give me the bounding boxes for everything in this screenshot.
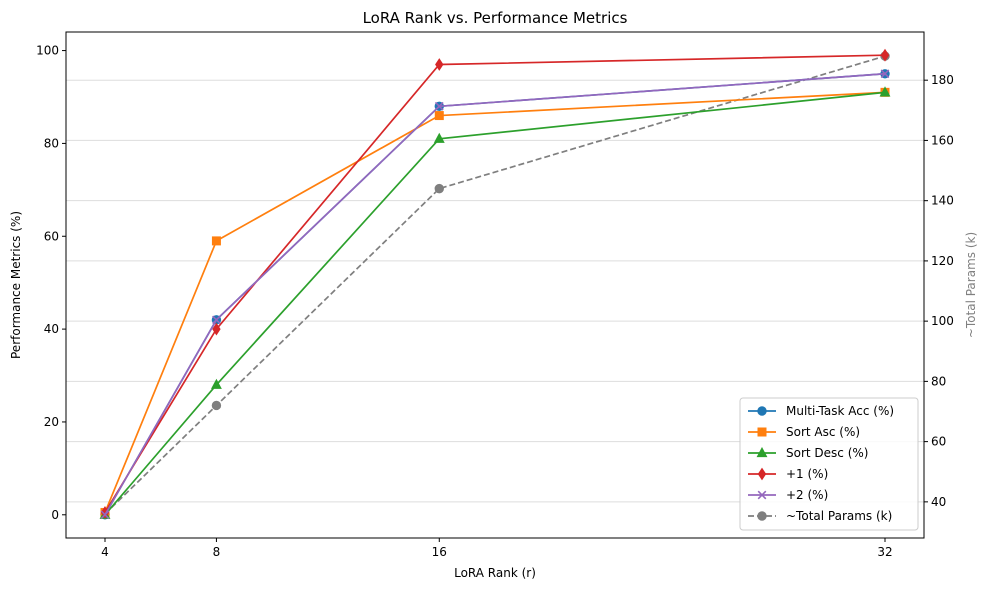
series-line: [104, 72, 886, 516]
legend-item: ~Total Params (k): [748, 509, 892, 523]
legend-marker: [756, 446, 768, 458]
x-axis: 4 8 16 32: [101, 538, 893, 559]
legend-marker: [757, 490, 767, 500]
x-tick-label: 4: [101, 545, 109, 559]
grid: [66, 79, 924, 503]
y2-tick-label: 60: [931, 435, 946, 449]
data-point: [212, 315, 221, 325]
legend-marker: [757, 427, 767, 437]
y-axis-right: 40 60 80 100 120 140 160 180: [924, 73, 954, 509]
data-point: [434, 183, 444, 194]
y-tick-label: 80: [44, 136, 59, 150]
legend-item: +1 (%): [748, 467, 828, 481]
data-point: [434, 101, 444, 111]
y2-tick-label: 160: [931, 133, 954, 147]
y2-tick-label: 40: [931, 495, 946, 509]
y2-tick-label: 80: [931, 374, 946, 388]
legend: Multi-Task Acc (%) Sort Asc (%) Sort Desc …: [739, 397, 919, 531]
data-point: [211, 400, 222, 411]
y-axis-label: Performance Metrics (%): [9, 211, 23, 359]
x-tick-label: 8: [213, 545, 221, 559]
legend-marker: [757, 511, 767, 521]
series-layer: [99, 48, 891, 520]
chart-title: LoRA Rank vs. Performance Metrics: [363, 9, 628, 27]
legend-label: +1 (%): [786, 467, 828, 481]
y-tick-label: 40: [44, 322, 59, 336]
legend-marker: [757, 406, 767, 416]
x-axis-label: LoRA Rank (r): [454, 566, 536, 580]
data-point: [433, 132, 445, 143]
legend-item: Sort Asc (%): [748, 425, 860, 439]
y-tick-label: 20: [44, 415, 59, 429]
series-3: [100, 48, 890, 519]
legend-item: +2 (%): [748, 488, 828, 502]
y-tick-label: 0: [51, 508, 59, 522]
y2-tick-label: 100: [931, 314, 954, 328]
series-4: [100, 69, 890, 520]
data-point: [212, 322, 221, 336]
series-line: [104, 91, 886, 513]
legend-label: ~Total Params (k): [786, 509, 892, 523]
series-line: [104, 54, 886, 513]
y2-axis-label: ~Total Params (k): [964, 232, 978, 338]
x-tick-label: 16: [432, 545, 447, 559]
data-point: [435, 58, 444, 71]
legend-marker: [757, 467, 767, 481]
legend-label: Multi-Task Acc (%): [786, 404, 894, 418]
legend-box: [739, 397, 919, 531]
y2-tick-label: 180: [931, 73, 954, 87]
data-point: [879, 86, 891, 97]
y-tick-label: 100: [36, 44, 59, 58]
data-point: [211, 236, 221, 246]
legend-item: Multi-Task Acc (%): [748, 404, 894, 418]
legend-item: Sort Desc (%): [748, 446, 868, 460]
data-point: [880, 48, 890, 62]
legend-label: +2 (%): [786, 488, 828, 502]
x-tick-label: 32: [877, 545, 892, 559]
series-line: [104, 55, 886, 515]
y2-tick-label: 120: [931, 254, 954, 268]
y2-tick-label: 140: [931, 194, 954, 208]
y-tick-label: 60: [44, 229, 59, 243]
series-line: [104, 91, 886, 516]
y-axis-left: 0 20 40 60 80 100: [36, 44, 66, 522]
data-point: [434, 111, 444, 121]
plot-frame: [65, 31, 925, 539]
data-point: [880, 69, 890, 79]
legend-label: Sort Desc (%): [786, 446, 868, 460]
legend-label: Sort Asc (%): [786, 425, 860, 439]
data-point: [210, 378, 222, 389]
data-point: [100, 510, 110, 520]
